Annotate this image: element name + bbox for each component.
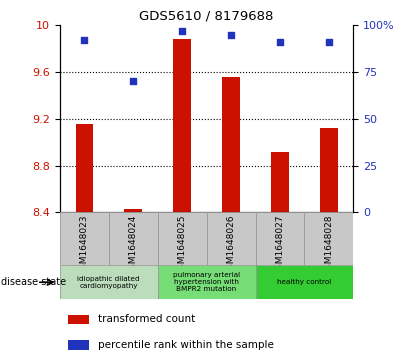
Text: GSM1648025: GSM1648025 [178,215,187,275]
Text: GSM1648028: GSM1648028 [324,215,333,275]
Bar [173,40,191,212]
Bar [157,265,256,299]
Text: disease state: disease state [1,277,66,287]
Point [130,79,136,85]
Text: transformed count: transformed count [98,314,195,324]
Text: percentile rank within the sample: percentile rank within the sample [98,339,274,350]
Point [277,39,283,45]
Bar [68,340,89,350]
Point [81,37,88,43]
Bar [109,212,157,265]
Bar [222,77,240,212]
Bar [256,212,305,265]
Bar [256,265,353,299]
Bar [60,212,109,265]
Title: GDS5610 / 8179688: GDS5610 / 8179688 [139,10,274,23]
Point [228,32,234,38]
Text: pulmonary arterial
hypertension with
BMPR2 mutation: pulmonary arterial hypertension with BMP… [173,272,240,292]
Text: idiopathic dilated
cardiomyopathy: idiopathic dilated cardiomyopathy [77,276,140,289]
Bar [76,123,92,212]
Bar [157,212,206,265]
Bar [206,212,256,265]
Bar [271,152,289,212]
Text: GSM1648024: GSM1648024 [129,215,138,275]
Bar [305,212,353,265]
Point [326,39,332,45]
Point [179,28,185,34]
Bar [321,128,337,212]
Text: healthy control: healthy control [277,279,332,285]
Text: GSM1648027: GSM1648027 [275,215,284,275]
Bar [125,209,142,212]
Text: GSM1648026: GSM1648026 [226,215,236,275]
Text: GSM1648023: GSM1648023 [80,215,89,275]
Bar [60,265,157,299]
Bar [68,315,89,324]
